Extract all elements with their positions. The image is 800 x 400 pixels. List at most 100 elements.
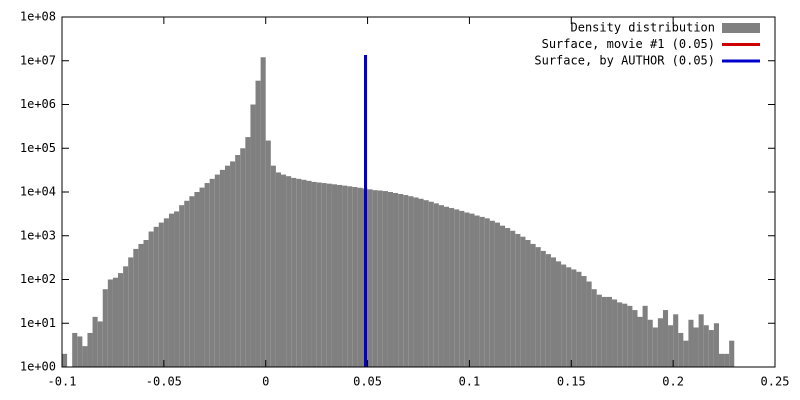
bar (535, 247, 541, 367)
bar (377, 190, 383, 367)
bar (240, 148, 246, 367)
bar (494, 222, 500, 367)
legend-label: Surface, movie #1 (0.05) (542, 37, 715, 51)
bar (342, 185, 348, 367)
bar (260, 57, 266, 367)
bar (230, 161, 236, 367)
bar (245, 137, 251, 367)
x-tick-label: 0 (262, 375, 269, 389)
x-tick-label: 0.2 (662, 375, 684, 389)
bar (250, 104, 256, 367)
bar (479, 216, 485, 367)
bar (530, 243, 536, 367)
bar (82, 346, 88, 367)
bar (224, 165, 231, 367)
bar (443, 206, 450, 367)
bar (499, 225, 506, 367)
bar (418, 198, 424, 367)
bar (189, 196, 195, 367)
bar (331, 184, 338, 367)
bar (713, 323, 719, 367)
x-tick-label: -0.05 (146, 375, 182, 389)
bar (550, 257, 557, 367)
bar (556, 261, 562, 367)
bar (724, 353, 730, 367)
bar (622, 303, 628, 367)
bar (637, 316, 643, 367)
bar (698, 314, 704, 367)
bar (174, 211, 180, 367)
bar (97, 321, 103, 367)
bar (382, 191, 388, 367)
x-tick-label: 0.25 (761, 375, 790, 389)
bar (316, 182, 322, 367)
bar (138, 243, 144, 367)
bar (505, 228, 511, 367)
bar (398, 194, 404, 367)
y-tick-label: 1e+08 (20, 10, 56, 24)
bar (311, 181, 317, 367)
bar (123, 266, 129, 367)
bar (387, 192, 394, 367)
bar (515, 233, 521, 367)
bar (510, 230, 516, 367)
bar (668, 325, 674, 367)
bar (326, 183, 332, 367)
y-tick-label: 1e+00 (20, 360, 56, 374)
bar (72, 332, 78, 367)
bar (77, 336, 83, 367)
bar (647, 319, 653, 367)
bar (321, 183, 327, 367)
x-tick-label: -0.1 (48, 375, 77, 389)
bar (194, 192, 200, 367)
y-tick-label: 1e+05 (20, 141, 56, 155)
bar (168, 213, 175, 367)
bar (372, 190, 378, 367)
bar (143, 239, 149, 367)
y-tick-label: 1e+06 (20, 97, 56, 111)
bar (433, 203, 439, 367)
bar (357, 187, 363, 367)
bar (153, 226, 159, 367)
bar (642, 305, 648, 367)
bar (413, 197, 419, 367)
bar (525, 239, 531, 367)
bar (601, 296, 607, 367)
bar (708, 330, 714, 367)
y-tick-label: 1e+01 (20, 316, 56, 330)
bar (688, 319, 694, 367)
bar (561, 264, 567, 367)
bar (571, 269, 577, 367)
bar (352, 187, 358, 367)
bar (632, 310, 638, 367)
x-tick-label: 0.05 (353, 375, 382, 389)
y-tick-label: 1e+04 (20, 185, 56, 199)
bar (296, 178, 302, 367)
bar (520, 236, 526, 367)
bar (474, 215, 480, 367)
bar (617, 302, 623, 367)
bar (438, 205, 444, 367)
bar (408, 196, 414, 367)
bar (678, 332, 684, 367)
bar (581, 276, 587, 367)
bar (718, 353, 725, 367)
bar (265, 140, 271, 367)
bar (62, 353, 68, 367)
bar (107, 279, 113, 367)
x-tick-label: 0.15 (557, 375, 586, 389)
bar (652, 327, 658, 367)
bar (423, 200, 429, 367)
bar (393, 192, 399, 367)
legend-swatch (722, 23, 760, 33)
bar (179, 205, 185, 367)
bar (591, 289, 597, 367)
bar (729, 340, 735, 367)
bar (128, 257, 134, 367)
bar (627, 305, 633, 367)
y-tick-label: 1e+02 (20, 272, 56, 286)
bar (306, 180, 312, 367)
bar (489, 220, 495, 367)
bar (469, 213, 475, 367)
